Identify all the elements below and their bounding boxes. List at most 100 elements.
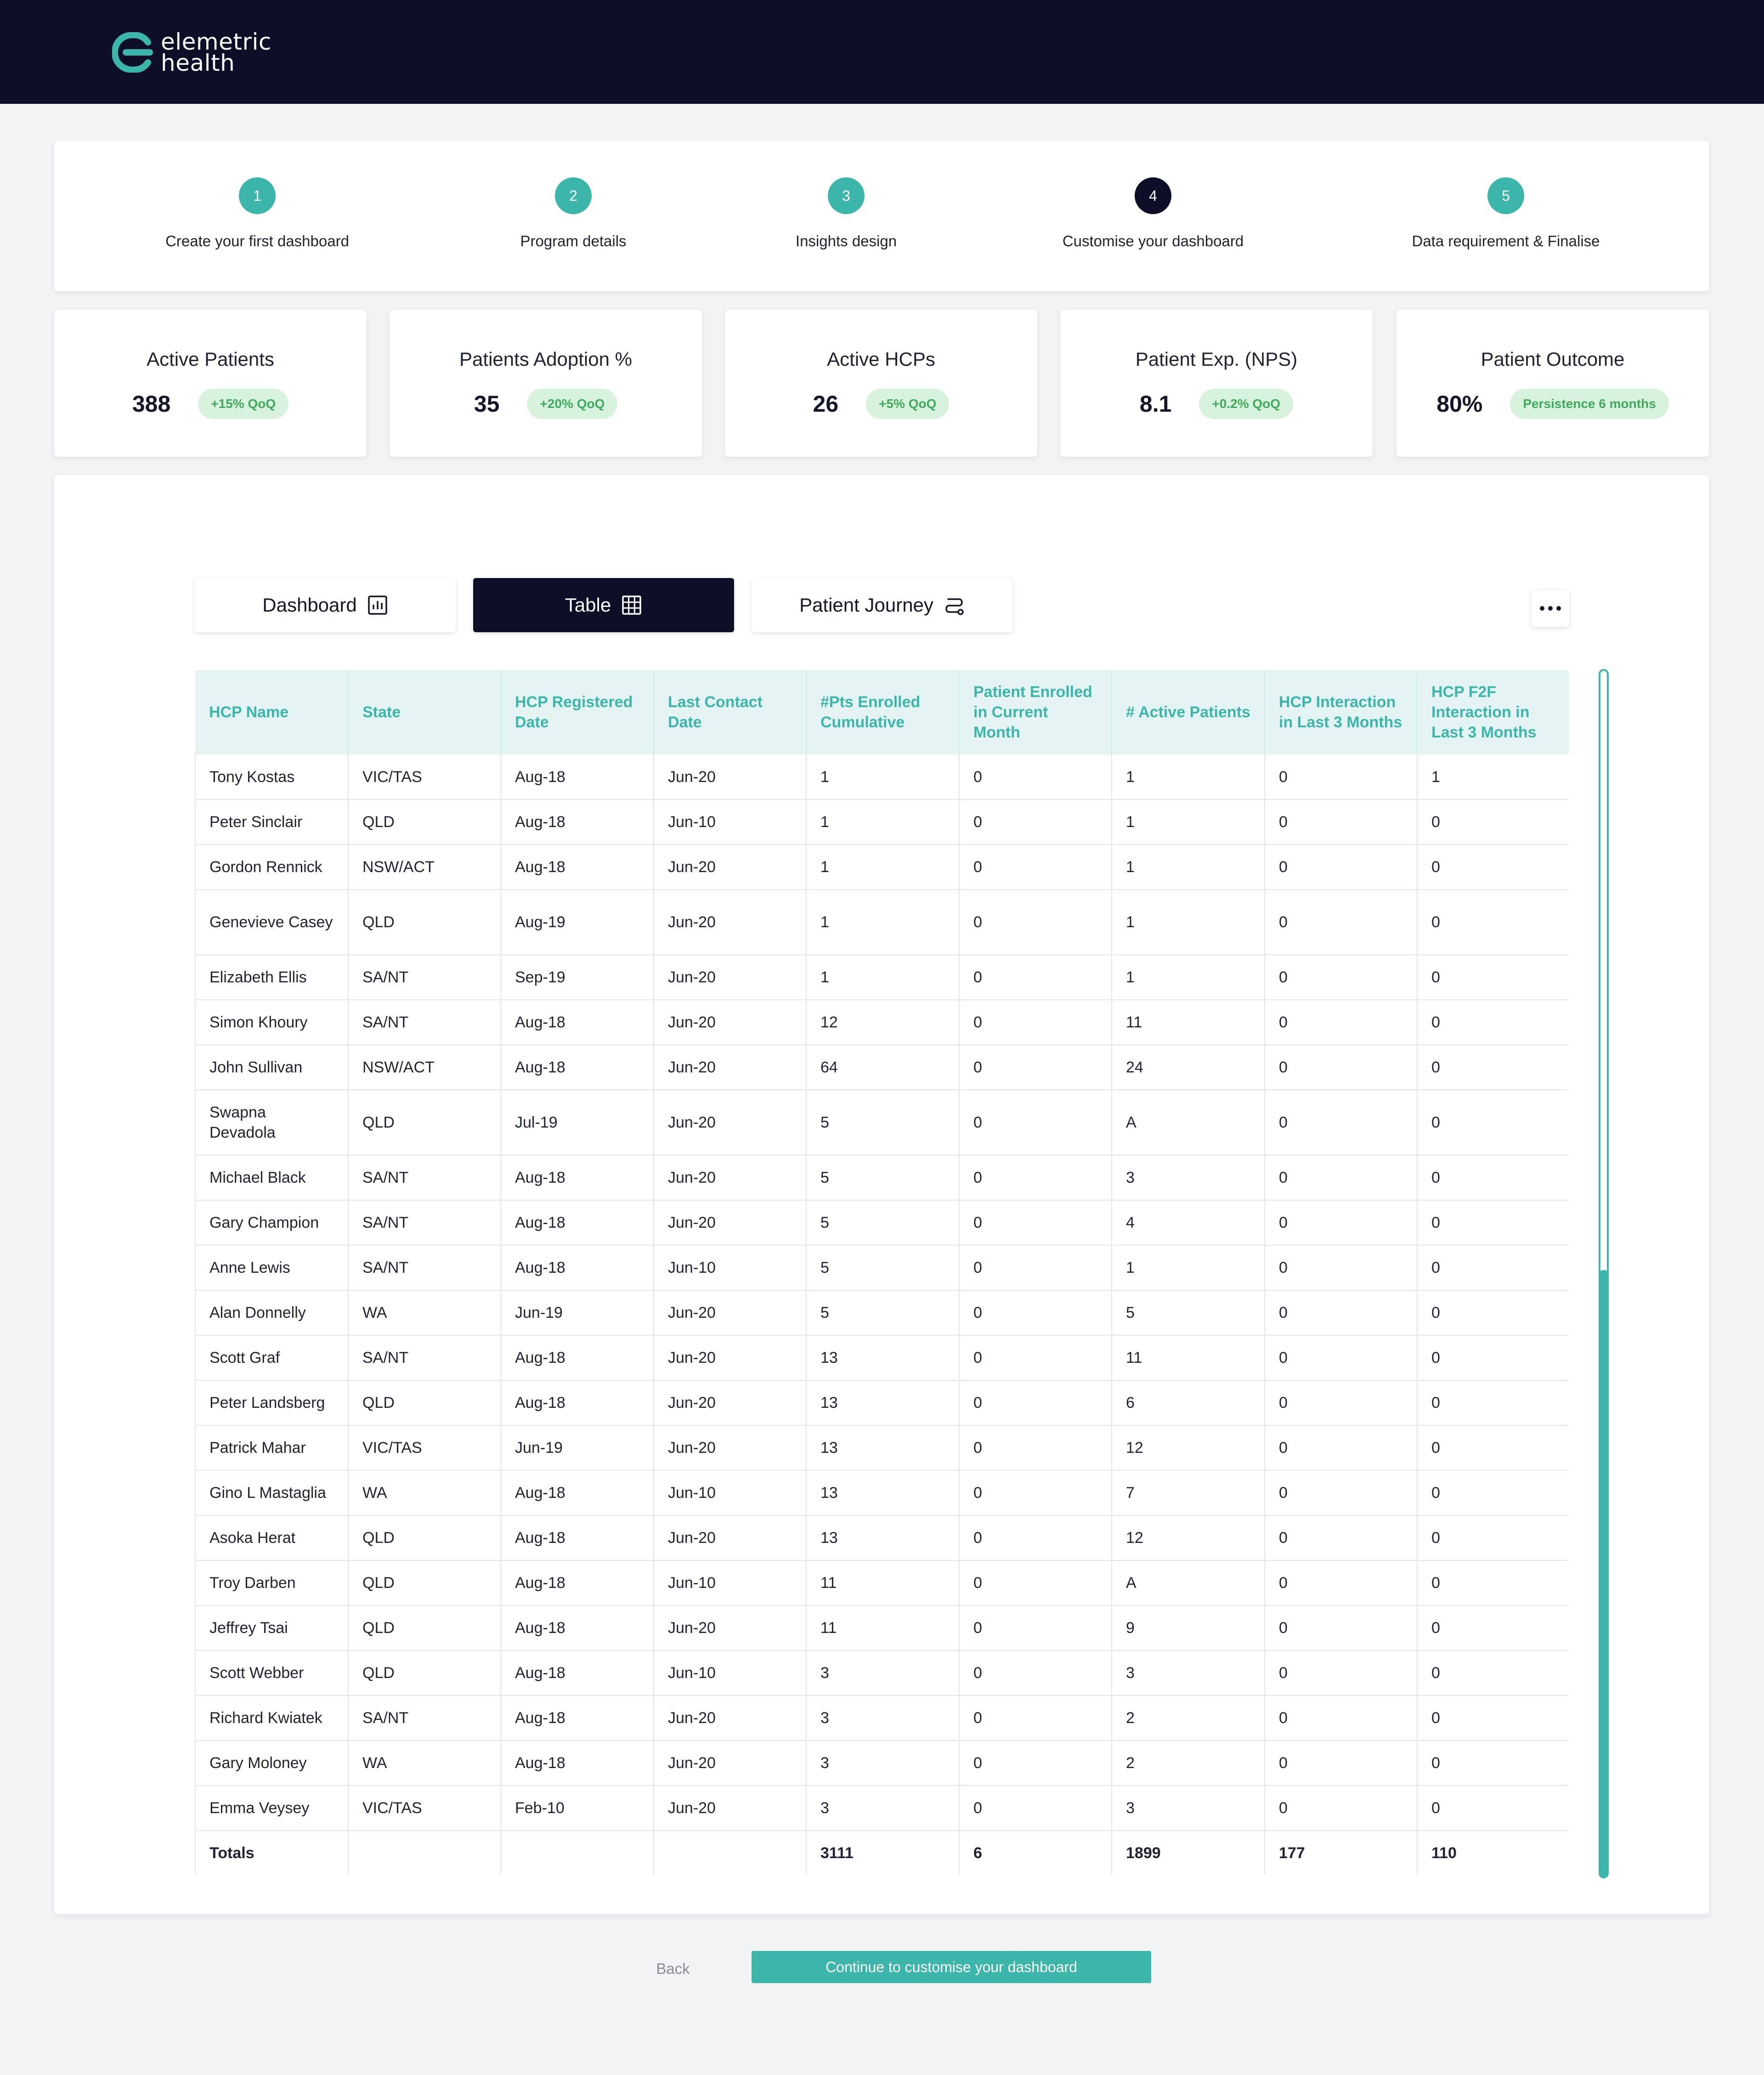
table-scrollbar-thumb[interactable]	[1599, 1270, 1609, 1878]
table-cell: Jun-20	[654, 1200, 807, 1246]
column-header[interactable]: # Active Patients	[1112, 670, 1265, 754]
kpi-value: 26	[813, 391, 839, 417]
table-cell: 11	[1112, 1000, 1265, 1045]
table-row[interactable]: Asoka Herat QLD Aug-18 Jun-20 13 0 12 0 0	[195, 1515, 1569, 1561]
table-row[interactable]: Gary Moloney WA Aug-18 Jun-20 3 0 2 0 0	[195, 1741, 1569, 1786]
column-header[interactable]: HCP Name	[195, 670, 349, 754]
totals-cell	[348, 1831, 501, 1875]
table-cell: Jun-20	[654, 1335, 807, 1381]
tab-patient-journey[interactable]: Patient Journey	[752, 578, 1012, 632]
table-row[interactable]: Swapna Devadola QLD Jul-19 Jun-20 5 0 A 0 0	[195, 1090, 1569, 1156]
continue-button[interactable]: Continue to customise your dashboard	[752, 1951, 1151, 1983]
table-cell: Simon Khoury	[195, 1000, 349, 1045]
more-horizontal-icon	[1540, 606, 1544, 611]
table-cell: 1	[1112, 845, 1265, 890]
table-cell: Peter Sinclair	[195, 799, 349, 845]
table-row[interactable]: Genevieve Casey QLD Aug-19 Jun-20 1 0 1 0 0	[195, 890, 1569, 955]
table-cell: 0	[959, 1000, 1112, 1045]
table-cell: WA	[348, 1290, 501, 1336]
back-button[interactable]: Back	[656, 1960, 690, 1977]
totals-row: Totals 3111 6 1899 177 110	[195, 1831, 1569, 1875]
more-options-button[interactable]	[1532, 590, 1569, 627]
table-row[interactable]: Gary Champion SA/NT Aug-18 Jun-20 5 0 4 0 0	[195, 1200, 1569, 1246]
tab-table[interactable]: Table	[473, 578, 734, 632]
table-cell: Jun-19	[501, 1290, 654, 1336]
table-cell: 0	[1265, 1786, 1418, 1831]
table-row[interactable]: Anne Lewis SA/NT Aug-18 Jun-10 5 0 1 0 0	[195, 1245, 1569, 1291]
table-cell: Jun-20	[654, 1786, 807, 1831]
table-row[interactable]: Simon Khoury SA/NT Aug-18 Jun-20 12 0 11 0 0	[195, 1000, 1569, 1045]
table-cell: 0	[1417, 1741, 1569, 1786]
table-cell: Aug-18	[501, 1741, 654, 1786]
table-cell: 0	[1265, 1650, 1418, 1696]
table-cell: Aug-18	[501, 1515, 654, 1561]
table-row[interactable]: Michael Black SA/NT Aug-18 Jun-20 5 0 3 0 0	[195, 1155, 1569, 1201]
table-cell: 0	[959, 1650, 1112, 1696]
step-1[interactable]: 1 Create your first dashboard	[119, 177, 395, 250]
table-cell: 5	[806, 1090, 960, 1156]
kpi-patient-exp-nps: Patient Exp. (NPS) 8.1 +0.2% QoQ	[1060, 310, 1373, 457]
column-header[interactable]: HCP F2F Interaction in Last 3 Months	[1417, 670, 1569, 754]
table-cell: Emma Veysey	[195, 1786, 349, 1831]
table-row[interactable]: Tony Kostas VIC/TAS Aug-18 Jun-20 1 0 1 0 1	[195, 754, 1569, 800]
table-row[interactable]: Peter Landsberg QLD Aug-18 Jun-20 13 0 6 0 0	[195, 1380, 1569, 1426]
table-cell: 13	[806, 1335, 960, 1381]
table-cell: Aug-18	[501, 754, 654, 800]
column-header[interactable]: Last Contact Date	[654, 670, 807, 754]
totals-cell: 177	[1265, 1831, 1418, 1875]
table-cell: Aug-18	[501, 1380, 654, 1426]
table-row[interactable]: Alan Donnelly WA Jun-19 Jun-20 5 0 5 0 0	[195, 1290, 1569, 1336]
column-header[interactable]: State	[348, 670, 501, 754]
table-row[interactable]: Patrick Mahar VIC/TAS Jun-19 Jun-20 13 0 12 0 0	[195, 1425, 1569, 1471]
table-cell: 0	[1417, 1045, 1569, 1090]
bar-chart-icon	[368, 595, 387, 615]
table-cell: 0	[1417, 1155, 1569, 1201]
step-2[interactable]: 2 Program details	[435, 177, 711, 250]
table-cell: 1	[1112, 754, 1265, 800]
table-row[interactable]: Emma Veysey VIC/TAS Feb-10 Jun-20 3 0 3 0 0	[195, 1786, 1569, 1831]
table-cell: 6	[1112, 1380, 1265, 1426]
tab-label: Patient Journey	[799, 594, 933, 616]
table-cell: 0	[1265, 754, 1418, 800]
table-row[interactable]: Peter Sinclair QLD Aug-18 Jun-10 1 0 1 0 0	[195, 799, 1569, 845]
table-cell: QLD	[348, 1650, 501, 1696]
table-row[interactable]: Troy Darben QLD Aug-18 Jun-10 11 0 A 0 0	[195, 1560, 1569, 1606]
table-cell: 0	[1265, 890, 1418, 955]
column-header[interactable]: Patient Enrolled in Current Month	[959, 670, 1112, 754]
column-header[interactable]: HCP Interaction in Last 3 Months	[1265, 670, 1418, 754]
step-5[interactable]: 5 Data requirement & Finalise	[1368, 177, 1644, 250]
brand-logo[interactable]: elemetric health	[112, 30, 271, 76]
table-row[interactable]: Scott Webber QLD Aug-18 Jun-10 3 0 3 0 0	[195, 1650, 1569, 1696]
table-row[interactable]: Scott Graf SA/NT Aug-18 Jun-20 13 0 11 0 0	[195, 1335, 1569, 1381]
table-cell: 1	[1417, 754, 1569, 800]
tab-dashboard[interactable]: Dashboard	[195, 578, 456, 632]
table-row[interactable]: Richard Kwiatek SA/NT Aug-18 Jun-20 3 0 2 0 0	[195, 1695, 1569, 1741]
table-cell: 12	[1112, 1515, 1265, 1561]
table-cell: 0	[959, 1155, 1112, 1201]
table-row[interactable]: Gino L Mastaglia WA Aug-18 Jun-10 13 0 7 0 0	[195, 1470, 1569, 1516]
table-row[interactable]: Gordon Rennick NSW/ACT Aug-18 Jun-20 1 0 1 0 0	[195, 845, 1569, 890]
table-row[interactable]: Elizabeth Ellis SA/NT Sep-19 Jun-20 1 0 1 0 0	[195, 955, 1569, 1000]
column-header[interactable]: HCP Registered Date	[501, 670, 654, 754]
step-4[interactable]: 4 Customise your dashboard	[1015, 177, 1291, 250]
table-cell: 1	[806, 799, 960, 845]
table-cell: Jun-20	[654, 1155, 807, 1201]
table-cell: Jun-20	[654, 1425, 807, 1471]
brand-name-line2: health	[161, 50, 235, 76]
table-cell: Gary Moloney	[195, 1741, 349, 1786]
kpi-patient-outcome: Patient Outcome 80% Persistence 6 months	[1396, 310, 1709, 457]
table-row[interactable]: Jeffrey Tsai QLD Aug-18 Jun-20 11 0 9 0 0	[195, 1605, 1569, 1651]
step-3[interactable]: 3 Insights design	[708, 177, 984, 250]
table-cell: 0	[959, 890, 1112, 955]
table-cell: 0	[1417, 890, 1569, 955]
table-cell: Jun-20	[654, 890, 807, 955]
kpi-active-hcps: Active HCPs 26 +5% QoQ	[725, 310, 1037, 457]
table-cell: Jun-20	[654, 1515, 807, 1561]
hcp-table-container[interactable]: HCP Name State HCP Registered Date Last …	[195, 670, 1569, 1889]
table-row[interactable]: John Sullivan NSW/ACT Aug-18 Jun-20 64 0 24 0 0	[195, 1045, 1569, 1090]
table-cell: 13	[806, 1380, 960, 1426]
table-cell: 11	[806, 1605, 960, 1651]
table-cell: 5	[806, 1200, 960, 1246]
table-cell: Michael Black	[195, 1155, 349, 1201]
column-header[interactable]: #Pts Enrolled Cumulative	[806, 670, 960, 754]
